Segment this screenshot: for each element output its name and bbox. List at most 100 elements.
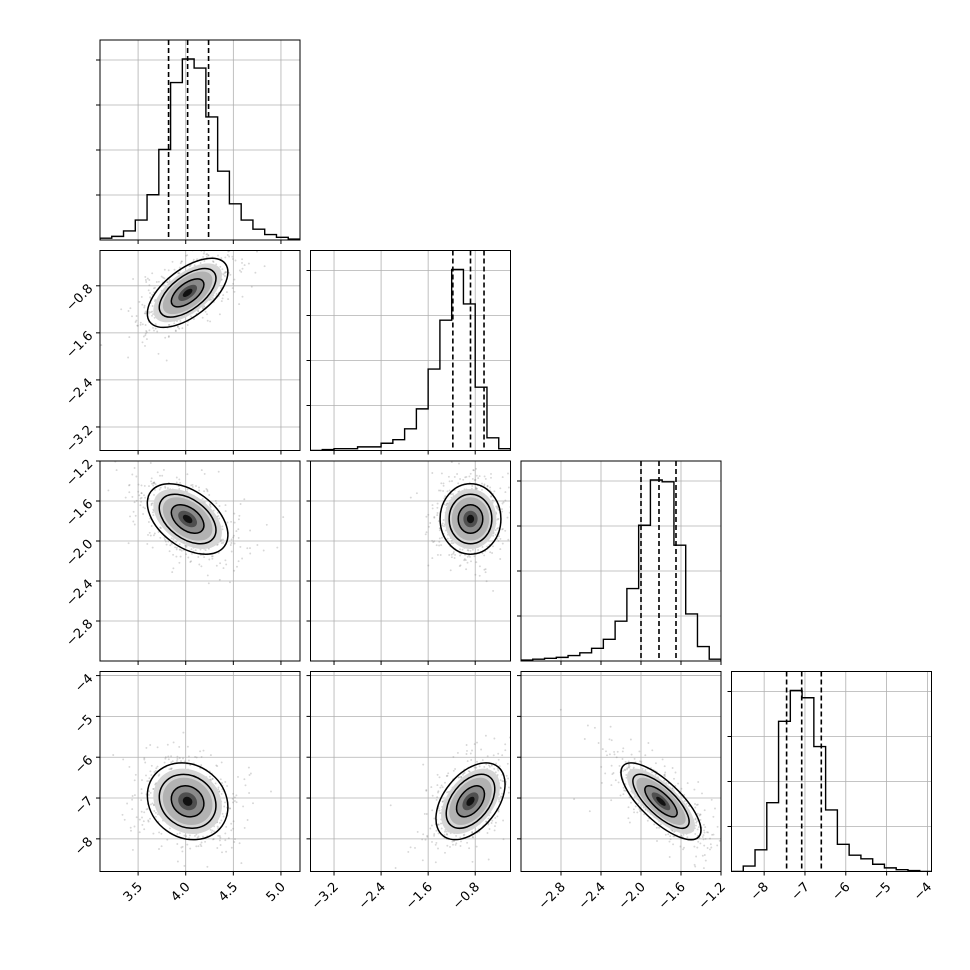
scatter-point: [256, 544, 259, 546]
scatter-point: [240, 270, 243, 273]
scatter-point: [164, 485, 167, 488]
scatter-point: [466, 841, 469, 844]
scatter-point: [445, 775, 448, 777]
scatter-point: [672, 843, 675, 846]
scatter-point: [651, 771, 654, 774]
scatter-point: [496, 518, 499, 521]
scatter-point: [185, 545, 188, 548]
scatter-point: [222, 815, 225, 818]
scatter-point: [425, 515, 428, 518]
scatter-point: [162, 276, 165, 279]
scatter-point: [206, 253, 209, 256]
scatter-point: [228, 807, 231, 810]
scatter-point: [230, 538, 233, 541]
scatter-point: [166, 281, 169, 284]
scatter-point: [458, 776, 460, 779]
scatter-point: [233, 569, 236, 572]
scatter-point: [246, 819, 249, 821]
scatter-point: [438, 540, 441, 543]
x-tick-label: 4.5: [216, 880, 241, 905]
scatter-point: [149, 292, 151, 295]
scatter-point: [224, 832, 227, 835]
scatter-point: [135, 475, 138, 478]
scatter-point: [449, 569, 452, 572]
scatter-point: [454, 553, 457, 556]
scatter-point: [156, 471, 159, 474]
scatter-point: [159, 536, 162, 539]
scatter-point: [140, 295, 143, 298]
scatter-point: [505, 774, 508, 777]
scatter-point: [627, 763, 630, 766]
scatter-point: [221, 528, 224, 531]
scatter-point: [180, 260, 183, 263]
scatter-point: [667, 833, 670, 836]
scatter-point: [504, 491, 507, 494]
density-fill: [182, 514, 193, 524]
scatter-point: [152, 534, 155, 537]
scatter-point: [220, 287, 223, 290]
scatter-point: [175, 481, 178, 484]
scatter-point: [619, 794, 622, 797]
scatter-point: [407, 850, 410, 853]
density-fill: [656, 796, 666, 806]
density-fill: [182, 288, 193, 297]
scatter-point: [499, 537, 502, 540]
scatter-point: [182, 731, 185, 734]
scatter-point: [165, 359, 168, 362]
scatter-point: [488, 764, 490, 767]
scatter-point: [179, 319, 182, 322]
scatter-point: [226, 254, 229, 256]
scatter-point: [221, 297, 224, 300]
scatter-point: [248, 774, 251, 776]
scatter-point: [135, 816, 138, 819]
scatter-point: [477, 477, 480, 480]
scatter-point: [628, 796, 631, 799]
scatter-point: [445, 830, 448, 833]
scatter-point: [158, 848, 160, 850]
scatter-point: [455, 842, 458, 845]
scatter-point: [184, 544, 187, 547]
scatter-point: [212, 297, 215, 300]
scatter-point: [496, 527, 499, 530]
scatter-point: [446, 774, 449, 777]
scatter-point: [507, 538, 510, 541]
scatter-point: [127, 542, 130, 545]
scatter-point: [133, 794, 136, 797]
scatter-point: [610, 784, 613, 787]
scatter-point: [166, 838, 169, 841]
x-tick-label: −2.4: [576, 880, 609, 913]
scatter-point: [200, 565, 203, 568]
scatter-point: [237, 775, 239, 778]
scatter-point: [151, 511, 154, 514]
scatter-point: [435, 544, 438, 547]
scatter-point: [436, 553, 439, 556]
scatter-point: [617, 781, 620, 784]
scatter-point: [437, 520, 440, 523]
scatter-point: [490, 822, 493, 824]
scatter-point: [178, 757, 181, 760]
scatter-point: [450, 553, 453, 556]
scatter-point: [707, 831, 710, 834]
scatter-point: [224, 504, 227, 507]
scatter-point: [141, 323, 144, 326]
scatter-point: [208, 558, 211, 561]
scatter-point: [178, 745, 181, 748]
scatter-point: [686, 782, 689, 785]
scatter-point: [147, 521, 150, 523]
scatter-point: [694, 806, 697, 809]
scatter-point: [438, 489, 440, 492]
scatter-point: [205, 487, 208, 490]
scatter-point: [221, 268, 224, 271]
scatter-point: [663, 765, 666, 768]
scatter-point: [241, 258, 244, 261]
scatter-point: [677, 782, 680, 785]
panel-content: [310, 250, 511, 451]
scatter-point: [632, 766, 635, 769]
scatter-point: [130, 829, 132, 832]
scatter-point: [161, 474, 164, 477]
scatter-point: [178, 327, 181, 330]
scatter-point: [218, 835, 221, 837]
scatter-point: [143, 304, 146, 307]
scatter-point: [498, 800, 501, 803]
